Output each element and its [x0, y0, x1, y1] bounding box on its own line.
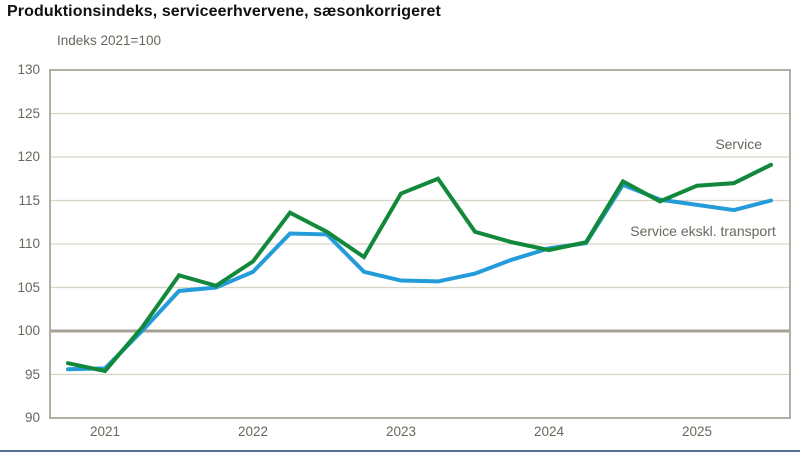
plot-border	[49, 69, 791, 419]
y-tick-90: 90	[24, 410, 40, 425]
y-tick-100: 100	[17, 323, 40, 338]
series-line-service-ekskl-transport	[66, 182, 773, 372]
series-label-service: Service	[715, 136, 762, 152]
x-tick-2025: 2025	[681, 424, 713, 439]
x-tick-2022: 2022	[237, 424, 269, 439]
x-tick-2024: 2024	[533, 424, 565, 439]
series-line-service	[66, 162, 773, 374]
bottom-separator-rule	[0, 450, 800, 452]
y-tick-125: 125	[17, 105, 40, 121]
y-tick-130: 130	[17, 62, 40, 77]
series-label-service-ekskl-transport: Service ekskl. transport	[630, 223, 776, 239]
chart-subtitle: Indeks 2021=100	[57, 33, 161, 48]
x-tick-2023: 2023	[385, 424, 417, 439]
y-tick-120: 120	[17, 149, 40, 164]
y-tick-110: 110	[18, 236, 40, 251]
y-tick-105: 105	[17, 279, 40, 295]
x-tick-2021: 2021	[89, 424, 121, 439]
chart-title: Produktionsindeks, serviceerhvervene, sæ…	[7, 3, 441, 20]
y-tick-95: 95	[24, 366, 40, 382]
y-tick-115: 115	[18, 192, 40, 208]
